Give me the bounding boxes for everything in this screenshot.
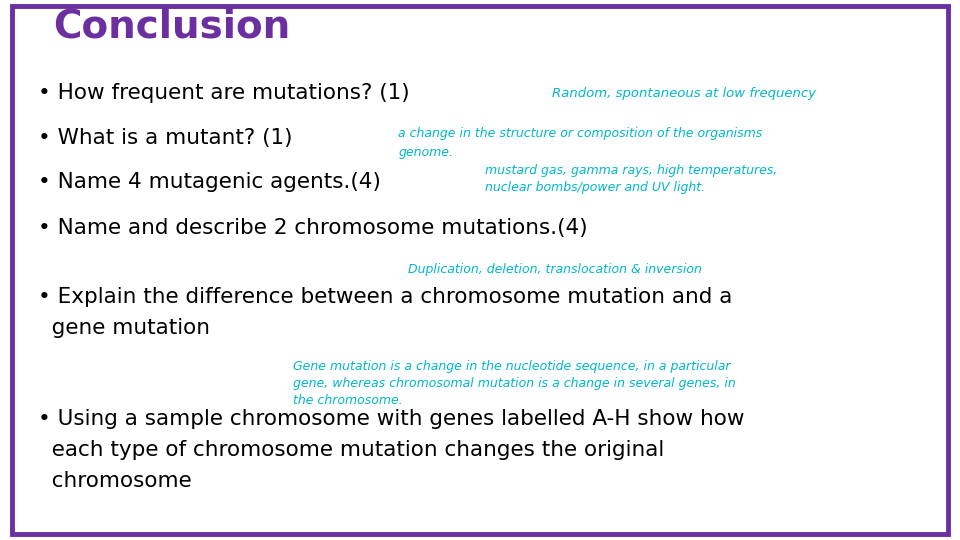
Text: Gene mutation is a change in the nucleotide sequence, in a particular: Gene mutation is a change in the nucleot… bbox=[293, 360, 731, 373]
Text: • Name and describe 2 chromosome mutations.(4): • Name and describe 2 chromosome mutatio… bbox=[38, 218, 588, 238]
Text: chromosome: chromosome bbox=[38, 471, 192, 491]
Text: Duplication, deletion, translocation & inversion: Duplication, deletion, translocation & i… bbox=[408, 264, 702, 276]
Text: a change in the structure or composition of the organisms: a change in the structure or composition… bbox=[398, 127, 762, 140]
Text: • How frequent are mutations? (1): • How frequent are mutations? (1) bbox=[38, 83, 410, 103]
Text: • Name 4 mutagenic agents.(4): • Name 4 mutagenic agents.(4) bbox=[38, 172, 381, 192]
Text: mustard gas, gamma rays, high temperatures,: mustard gas, gamma rays, high temperatur… bbox=[485, 164, 778, 177]
Text: nuclear bombs/power and UV light.: nuclear bombs/power and UV light. bbox=[485, 181, 705, 194]
Text: gene mutation: gene mutation bbox=[38, 318, 210, 338]
Text: • What is a mutant? (1): • What is a mutant? (1) bbox=[38, 128, 293, 148]
Text: • Using a sample chromosome with genes labelled A-H show how: • Using a sample chromosome with genes l… bbox=[38, 409, 745, 429]
Text: Conclusion: Conclusion bbox=[53, 8, 290, 46]
Text: gene, whereas chromosomal mutation is a change in several genes, in: gene, whereas chromosomal mutation is a … bbox=[293, 377, 735, 390]
Text: Random, spontaneous at low frequency: Random, spontaneous at low frequency bbox=[552, 87, 816, 100]
Text: each type of chromosome mutation changes the original: each type of chromosome mutation changes… bbox=[38, 440, 664, 460]
Text: • Explain the difference between a chromosome mutation and a: • Explain the difference between a chrom… bbox=[38, 287, 732, 307]
FancyBboxPatch shape bbox=[12, 6, 948, 534]
Text: genome.: genome. bbox=[398, 146, 453, 159]
Text: the chromosome.: the chromosome. bbox=[293, 394, 402, 407]
